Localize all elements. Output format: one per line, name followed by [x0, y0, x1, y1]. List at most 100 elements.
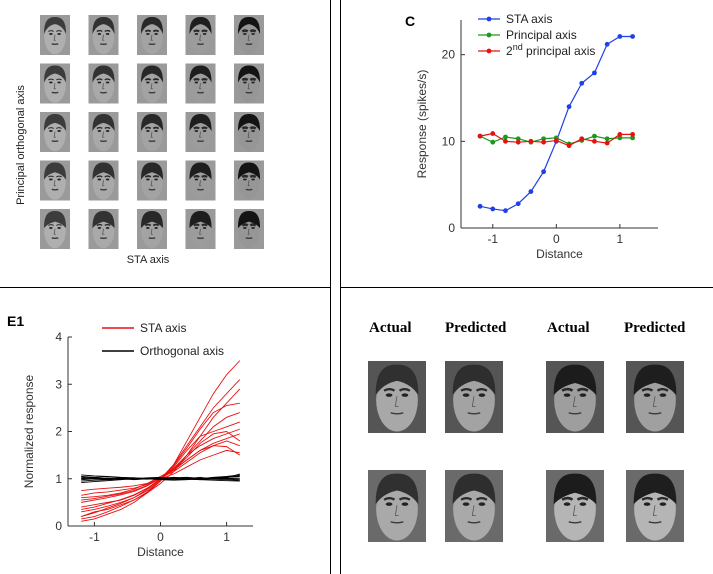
face-thumbnail	[40, 160, 70, 201]
face-thumbnail	[88, 63, 119, 104]
series-line	[81, 388, 241, 522]
y-tick-label: 20	[442, 48, 456, 62]
panel-d-title-actual-1: Actual	[369, 320, 412, 336]
data-point	[604, 41, 610, 47]
legend-entry: STA axis	[140, 321, 186, 335]
legend-marker	[486, 16, 492, 22]
face-thumbnail	[40, 63, 70, 104]
data-point	[617, 132, 623, 137]
face-thumbnail	[185, 160, 216, 201]
data-point	[617, 34, 623, 39]
vertical-divider-right	[340, 0, 341, 574]
face-thumbnail	[40, 209, 70, 249]
face-thumbnail	[88, 160, 119, 201]
legend-marker	[486, 48, 492, 54]
data-point	[490, 206, 496, 212]
face-thumbnail	[137, 63, 167, 104]
data-point	[528, 138, 534, 144]
face-thumbnail	[137, 160, 167, 201]
legend-entry: 2nd principal axis	[506, 42, 595, 58]
data-point	[604, 136, 610, 142]
data-point	[541, 139, 547, 145]
series-line	[81, 476, 240, 483]
data-point	[579, 80, 585, 86]
face-thumbnail	[137, 209, 167, 249]
data-point	[541, 136, 547, 142]
x-tick-label: -1	[89, 530, 100, 544]
face-thumbnail	[234, 160, 264, 201]
face-thumbnail	[40, 112, 70, 152]
face-thumbnail	[185, 63, 216, 104]
panel-label: C	[405, 13, 415, 29]
panel-d-faces	[368, 361, 684, 542]
face-thumbnail	[234, 209, 264, 249]
data-point	[541, 169, 547, 175]
panel-e1-chart: 0 1 2 3 4 -1 0 1 Distance Normalized response E1 ST…	[7, 313, 253, 559]
vertical-divider	[330, 0, 331, 574]
series-line	[81, 428, 240, 510]
data-point	[592, 70, 597, 76]
data-point	[630, 132, 635, 137]
y-tick-label: 10	[442, 134, 456, 148]
data-point	[490, 139, 496, 145]
face-photo	[626, 470, 684, 542]
face-thumbnail	[40, 15, 70, 55]
horizontal-divider-left	[0, 287, 330, 288]
face-thumbnail	[185, 209, 216, 249]
face-thumbnail	[234, 112, 264, 152]
y-tick-label: 0	[448, 221, 455, 235]
legend-entry: STA axis	[506, 12, 552, 26]
panel-d-title-actual-2: Actual	[547, 320, 590, 336]
x-axis-label: Distance	[536, 247, 583, 261]
panel-c-chart: 0 10 20 -1 0 1 Distance Response (spikes/s) C STA…	[405, 12, 658, 261]
y-tick-label: 2	[55, 425, 62, 439]
data-point	[604, 140, 610, 146]
legend-marker	[486, 32, 492, 38]
x-tick-label: 1	[223, 530, 230, 544]
series-line	[81, 440, 240, 496]
face-thumbnail	[137, 15, 167, 55]
series-line	[479, 35, 633, 212]
series-line	[81, 360, 241, 517]
face-thumbnail	[137, 112, 167, 152]
face-photo	[445, 470, 503, 542]
data-point	[579, 136, 585, 142]
face-photo	[368, 361, 426, 433]
x-tick-label: 0	[553, 232, 560, 246]
face-photo	[445, 361, 503, 433]
face-thumbnail	[234, 63, 264, 104]
data-point	[515, 139, 521, 145]
y-axis-label: Normalized response	[22, 374, 36, 488]
panel-d-title-predicted-1: Predicted	[445, 320, 507, 336]
x-tick-label: 1	[617, 232, 624, 246]
data-point	[630, 34, 635, 39]
data-point	[566, 143, 572, 149]
panel-a-ylabel: Principal orthogonal axis	[15, 85, 27, 205]
series-line	[81, 433, 240, 499]
data-point	[592, 133, 597, 139]
series-line	[81, 412, 240, 508]
panel-d-title-predicted-2: Predicted	[624, 320, 686, 336]
data-point	[503, 138, 508, 144]
data-point	[503, 208, 508, 214]
y-tick-label: 1	[55, 472, 62, 486]
panel-label: E1	[7, 313, 24, 329]
face-photo	[368, 470, 426, 542]
face-thumbnail	[185, 15, 216, 55]
data-point	[592, 138, 597, 144]
data-point	[477, 203, 483, 209]
face-photo	[546, 470, 604, 542]
data-point	[515, 136, 521, 142]
x-axis-label: Distance	[137, 545, 184, 559]
series-line	[81, 477, 240, 481]
face-photo	[546, 361, 604, 433]
data-point	[528, 189, 534, 195]
data-point	[477, 133, 483, 139]
legend-entry: Principal axis	[506, 28, 577, 42]
face-thumbnail	[185, 112, 216, 152]
face-thumbnail	[234, 15, 264, 55]
data-point	[490, 131, 496, 136]
panel-a-face-grid	[40, 15, 264, 249]
face-thumbnail	[88, 112, 119, 152]
